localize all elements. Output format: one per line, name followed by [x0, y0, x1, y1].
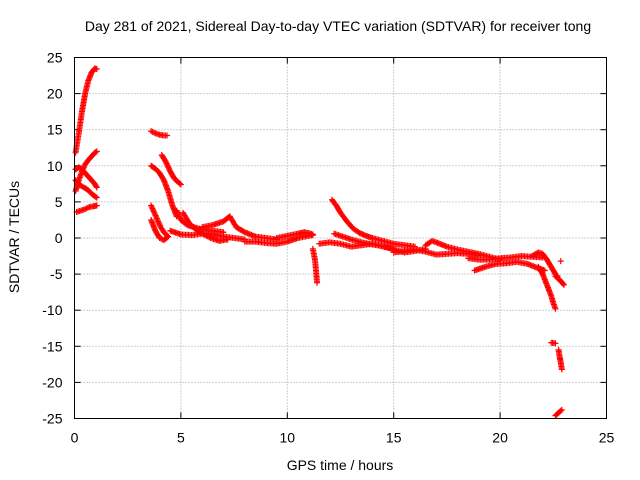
data-point [165, 233, 172, 240]
x-tick-label: 5 [177, 430, 185, 446]
y-tick-label: -25 [42, 411, 62, 427]
plot-frame [74, 57, 607, 419]
x-tick-label: 0 [71, 430, 79, 446]
data-point [309, 231, 316, 238]
data-point [163, 159, 170, 166]
y-tick-label: -5 [50, 266, 63, 282]
data-point [163, 160, 170, 167]
data-point [314, 279, 321, 286]
y-tick-label: 20 [47, 86, 63, 102]
data-point [92, 149, 99, 156]
data-point [557, 258, 564, 265]
y-tick-label: 0 [55, 230, 63, 246]
data-point [176, 180, 183, 187]
x-tick-label: 15 [386, 430, 402, 446]
y-tick-label: 15 [47, 122, 63, 138]
data-point [164, 161, 171, 168]
data-point [558, 406, 565, 413]
x-tick-label: 20 [492, 430, 508, 446]
axis-ticks: 0 5 10 15 20 25 -25 -20 -15 -10 -5 0 5 10 15 20 25 [42, 50, 614, 446]
x-tick-label: 25 [599, 430, 615, 446]
data-point [92, 193, 99, 200]
data-point [557, 407, 564, 414]
data-point [176, 214, 183, 221]
y-tick-label: -10 [42, 302, 62, 318]
y-tick-label: 5 [55, 194, 63, 210]
x-tick-label: 10 [280, 430, 296, 446]
data-point [552, 340, 559, 347]
data-point [552, 305, 559, 312]
data-point [558, 366, 565, 373]
data-point [220, 229, 227, 236]
data-point [93, 184, 100, 191]
data-point [177, 181, 184, 188]
y-tick-label: 25 [47, 50, 63, 66]
data-point [165, 164, 172, 171]
data-point [174, 210, 181, 217]
data-points [72, 65, 567, 419]
data-point [176, 212, 183, 219]
y-tick-label: 10 [47, 158, 63, 174]
data-point [93, 194, 100, 201]
data-point [173, 207, 180, 214]
data-point [164, 132, 171, 139]
y-tick-label: -15 [42, 338, 62, 354]
data-point [93, 148, 100, 155]
chart-title: Day 281 of 2021, Sidereal Day-to-day VTE… [85, 18, 591, 34]
data-point [93, 66, 100, 73]
data-point [93, 202, 100, 209]
data-point [175, 211, 182, 218]
y-tick-label: -20 [42, 374, 62, 390]
data-point [560, 281, 567, 288]
y-axis-label: SDTVAR / TECUs [6, 181, 22, 293]
data-point [166, 165, 173, 172]
data-point [560, 280, 567, 287]
data-point [224, 236, 231, 243]
x-axis-label: GPS time / hours [287, 457, 394, 473]
grid-lines [74, 57, 607, 419]
data-point [93, 183, 100, 190]
data-point [164, 234, 171, 241]
data-point [174, 208, 181, 215]
data-point [164, 163, 171, 170]
